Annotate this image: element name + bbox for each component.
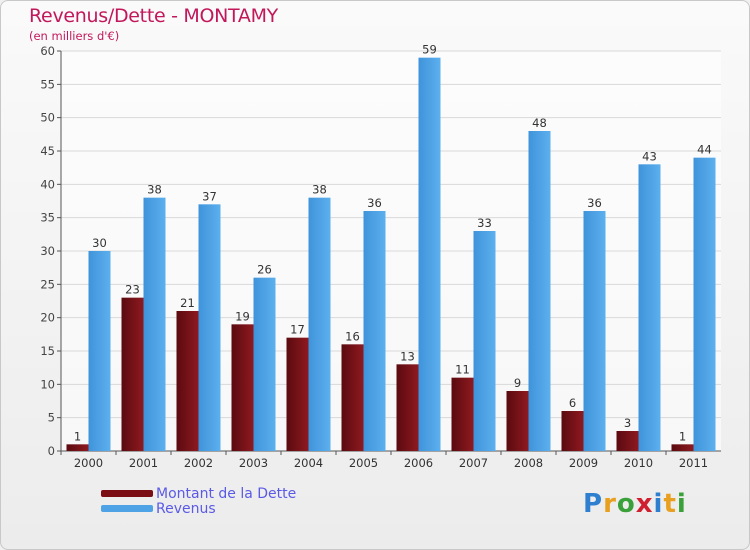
revenue-bar bbox=[143, 197, 166, 451]
debt-value-label: 16 bbox=[345, 329, 360, 343]
x-tick-label: 2004 bbox=[294, 456, 323, 470]
logo-letter: i bbox=[676, 489, 687, 519]
debt-bar bbox=[616, 431, 639, 451]
revenue-value-label: 43 bbox=[642, 149, 657, 163]
y-tick-label: 60 bbox=[40, 44, 55, 58]
debt-value-label: 3 bbox=[624, 416, 631, 430]
revenue-bar bbox=[583, 211, 606, 451]
logo-letter: o bbox=[616, 489, 636, 519]
debt-bar bbox=[506, 391, 529, 451]
y-tick-label: 50 bbox=[40, 111, 55, 125]
revenue-value-label: 38 bbox=[312, 183, 327, 197]
logo-letter: P bbox=[583, 489, 604, 519]
debt-value-label: 1 bbox=[74, 429, 81, 443]
revenue-value-label: 36 bbox=[587, 196, 602, 210]
debt-bar bbox=[231, 324, 254, 451]
y-tick-label: 5 bbox=[48, 411, 55, 425]
legend-swatch-debt bbox=[101, 490, 153, 497]
debt-value-label: 17 bbox=[290, 323, 305, 337]
x-tick-label: 2000 bbox=[74, 456, 103, 470]
revenue-value-label: 59 bbox=[422, 43, 437, 57]
debt-value-label: 6 bbox=[569, 396, 576, 410]
revenue-value-label: 48 bbox=[532, 116, 547, 130]
y-tick-label: 25 bbox=[40, 277, 55, 291]
y-tick-label: 20 bbox=[40, 311, 55, 325]
debt-value-label: 19 bbox=[235, 309, 250, 323]
debt-bar bbox=[671, 444, 694, 451]
y-tick-label: 55 bbox=[40, 77, 55, 91]
chart-title: Revenus/Dette - MONTAMY bbox=[29, 5, 278, 27]
debt-bar bbox=[176, 311, 199, 451]
revenue-bar bbox=[88, 251, 111, 451]
y-tick-label: 10 bbox=[40, 377, 55, 391]
debt-bar bbox=[66, 444, 89, 451]
legend-label-revenue: Revenus bbox=[156, 501, 216, 517]
y-tick-label: 40 bbox=[40, 177, 55, 191]
revenue-value-label: 26 bbox=[257, 263, 272, 277]
revenue-value-label: 36 bbox=[367, 196, 382, 210]
revenue-bar bbox=[693, 157, 716, 451]
y-tick-label: 35 bbox=[40, 211, 55, 225]
revenue-bar bbox=[363, 211, 386, 451]
x-tick-label: 2007 bbox=[459, 456, 488, 470]
debt-bar bbox=[121, 297, 144, 451]
revenue-bar bbox=[253, 277, 276, 451]
x-tick-label: 2008 bbox=[514, 456, 543, 470]
revenue-bar bbox=[473, 231, 496, 451]
chart-subtitle: (en milliers d'€) bbox=[29, 29, 120, 43]
revenue-bar bbox=[308, 197, 331, 451]
y-tick-label: 30 bbox=[40, 244, 55, 258]
debt-value-label: 1 bbox=[679, 429, 686, 443]
revenue-bar bbox=[198, 204, 221, 451]
debt-value-label: 13 bbox=[400, 349, 415, 363]
revenue-value-label: 37 bbox=[202, 189, 217, 203]
revenue-bar bbox=[638, 164, 661, 452]
x-tick-label: 2009 bbox=[569, 456, 598, 470]
revenue-value-label: 30 bbox=[92, 236, 107, 250]
debt-bar bbox=[286, 337, 309, 451]
x-tick-label: 2010 bbox=[624, 456, 653, 470]
legend-label-debt: Montant de la Dette bbox=[156, 486, 297, 502]
x-tick-label: 2002 bbox=[184, 456, 213, 470]
debt-bar bbox=[561, 411, 584, 451]
debt-bar bbox=[341, 344, 364, 451]
y-tick-label: 45 bbox=[40, 144, 55, 158]
revenue-value-label: 33 bbox=[477, 216, 492, 230]
debt-value-label: 11 bbox=[455, 363, 470, 377]
y-tick-label: 15 bbox=[40, 344, 55, 358]
revenue-value-label: 38 bbox=[147, 183, 162, 197]
debt-value-label: 23 bbox=[125, 283, 140, 297]
legend-swatch-revenue bbox=[101, 505, 153, 512]
x-tick-label: 2006 bbox=[404, 456, 433, 470]
logo-letter: x bbox=[635, 489, 654, 519]
x-tick-label: 2003 bbox=[239, 456, 268, 470]
logo-letter: r bbox=[603, 489, 617, 519]
proxiti-logo: Proxiti bbox=[583, 489, 687, 519]
revenue-bar bbox=[418, 57, 441, 452]
logo-letter: i bbox=[653, 489, 664, 519]
x-tick-label: 2001 bbox=[129, 456, 158, 470]
revenue-bar bbox=[528, 131, 551, 451]
revenue-value-label: 44 bbox=[697, 143, 712, 157]
debt-value-label: 9 bbox=[514, 376, 521, 390]
debt-bar bbox=[396, 364, 419, 451]
y-tick-label: 0 bbox=[48, 444, 55, 458]
debt-value-label: 21 bbox=[180, 296, 195, 310]
debt-bar bbox=[451, 377, 474, 451]
logo-letter: t bbox=[663, 489, 677, 519]
x-tick-label: 2011 bbox=[679, 456, 708, 470]
x-tick-label: 2005 bbox=[349, 456, 378, 470]
